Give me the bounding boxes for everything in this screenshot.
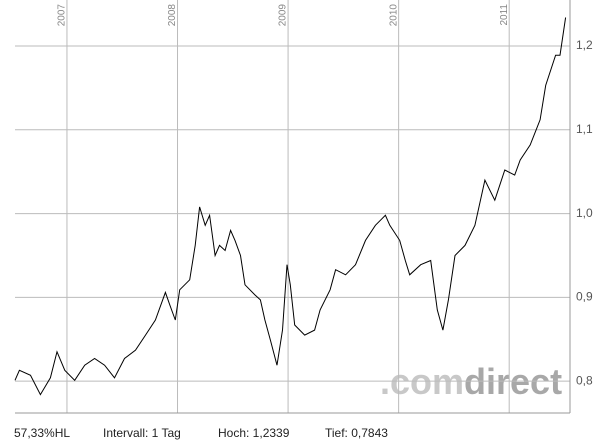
x-tick-label: 2010	[388, 4, 399, 27]
footer-text: Tief: 0,7843	[325, 426, 388, 440]
x-tick-label: 2007	[57, 4, 68, 27]
y-tick-label: 1,1	[576, 122, 593, 136]
x-tick-label: 2009	[278, 4, 289, 27]
x-tick-label: 2011	[499, 4, 510, 26]
price-line	[14, 17, 567, 396]
y-tick-label: 1,0	[576, 206, 593, 220]
y-tick-label: 0,9	[576, 290, 593, 304]
x-tick-label: 2008	[167, 4, 178, 27]
footer-text: Intervall: 1 Tag	[103, 426, 181, 440]
y-tick-label: 0,8	[576, 373, 593, 387]
footer-text: 57,33%HL	[14, 426, 70, 440]
y-tick-label: 1,2	[576, 38, 593, 52]
footer-text: Hoch: 1,2339	[218, 426, 290, 440]
